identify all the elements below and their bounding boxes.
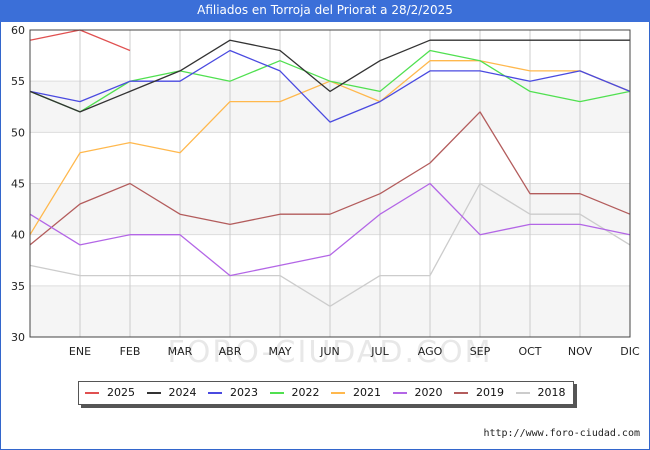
x-tick-label: OCT bbox=[518, 345, 541, 358]
legend-swatch bbox=[269, 392, 284, 394]
legend-item-2019: 2019 bbox=[454, 386, 504, 400]
series-line-2019 bbox=[29, 111, 631, 246]
series-line-2024 bbox=[29, 39, 630, 113]
legend-swatch bbox=[454, 392, 468, 394]
y-tick-label: 55 bbox=[11, 75, 25, 88]
legend-label: 2021 bbox=[353, 386, 381, 399]
watermark: FORO-CIUDAD.COM bbox=[168, 335, 493, 370]
y-tick-label: 40 bbox=[11, 229, 25, 242]
x-axis-ticks: ENE FEB MAR ABR MAY JUN JUL AGO SEP OCT NOV DIC bbox=[69, 345, 640, 358]
x-tick-label: AGO bbox=[418, 345, 443, 358]
y-tick-label: 45 bbox=[11, 178, 25, 191]
title-bar: Afiliados en Torroja del Priorat a 28/2/… bbox=[0, 0, 650, 22]
legend-swatch bbox=[515, 392, 530, 394]
legend-item-2024: 2024 bbox=[146, 386, 197, 400]
legend-label: 2025 bbox=[107, 386, 135, 399]
series-line-2023 bbox=[29, 49, 631, 123]
legend-label: 2020 bbox=[414, 386, 443, 399]
x-tick-label: ENE bbox=[69, 345, 91, 358]
legend-label: 2018 bbox=[537, 386, 566, 399]
legend-swatch bbox=[331, 392, 345, 394]
x-tick-label: JUL bbox=[370, 345, 389, 358]
legend-label: 2023 bbox=[230, 386, 258, 399]
plot-border bbox=[29, 29, 631, 338]
x-tick-label: FEB bbox=[120, 345, 141, 358]
y-tick-label: 30 bbox=[11, 331, 25, 344]
legend-item-2025: 2025 bbox=[85, 386, 135, 400]
series-line-2018 bbox=[29, 182, 631, 307]
series-line-2020 bbox=[29, 182, 631, 277]
x-tick-label: JUN bbox=[319, 345, 340, 358]
legend-label: 2019 bbox=[476, 386, 504, 399]
source-url: http://www.foro-ciudad.com bbox=[483, 428, 640, 439]
y-tick-label: 60 bbox=[11, 24, 25, 37]
series-lines bbox=[29, 29, 631, 307]
legend-item-2020: 2020 bbox=[392, 386, 443, 400]
x-tick-label: MAY bbox=[269, 345, 292, 358]
legend-swatch bbox=[146, 392, 161, 394]
x-tick-label: ABR bbox=[219, 345, 242, 358]
x-tick-label: NOV bbox=[568, 345, 593, 358]
legend-item-2022: 2022 bbox=[269, 386, 320, 400]
legend-label: 2022 bbox=[291, 386, 320, 399]
y-tick-label: 50 bbox=[11, 126, 25, 139]
legend-item-2021: 2021 bbox=[331, 386, 381, 400]
legend-swatch bbox=[392, 392, 407, 394]
x-tick-label: DIC bbox=[620, 345, 640, 358]
legend-swatch bbox=[208, 392, 222, 394]
legend-swatch bbox=[85, 392, 99, 394]
legend-label: 2024 bbox=[168, 386, 197, 399]
legend: 2025 2024 2023 2022 2021 2020 2019 2018 bbox=[78, 381, 574, 405]
x-tick-label: MAR bbox=[168, 345, 193, 358]
chart-title: Afiliados en Torroja del Priorat a 28/2/… bbox=[197, 3, 453, 17]
x-tick-label: SEP bbox=[470, 345, 491, 358]
legend-item-2018: 2018 bbox=[515, 386, 566, 400]
y-tick-label: 35 bbox=[11, 280, 25, 293]
y-axis-ticks: 30 35 40 45 50 55 60 bbox=[11, 24, 25, 344]
legend-item-2023: 2023 bbox=[208, 386, 258, 400]
